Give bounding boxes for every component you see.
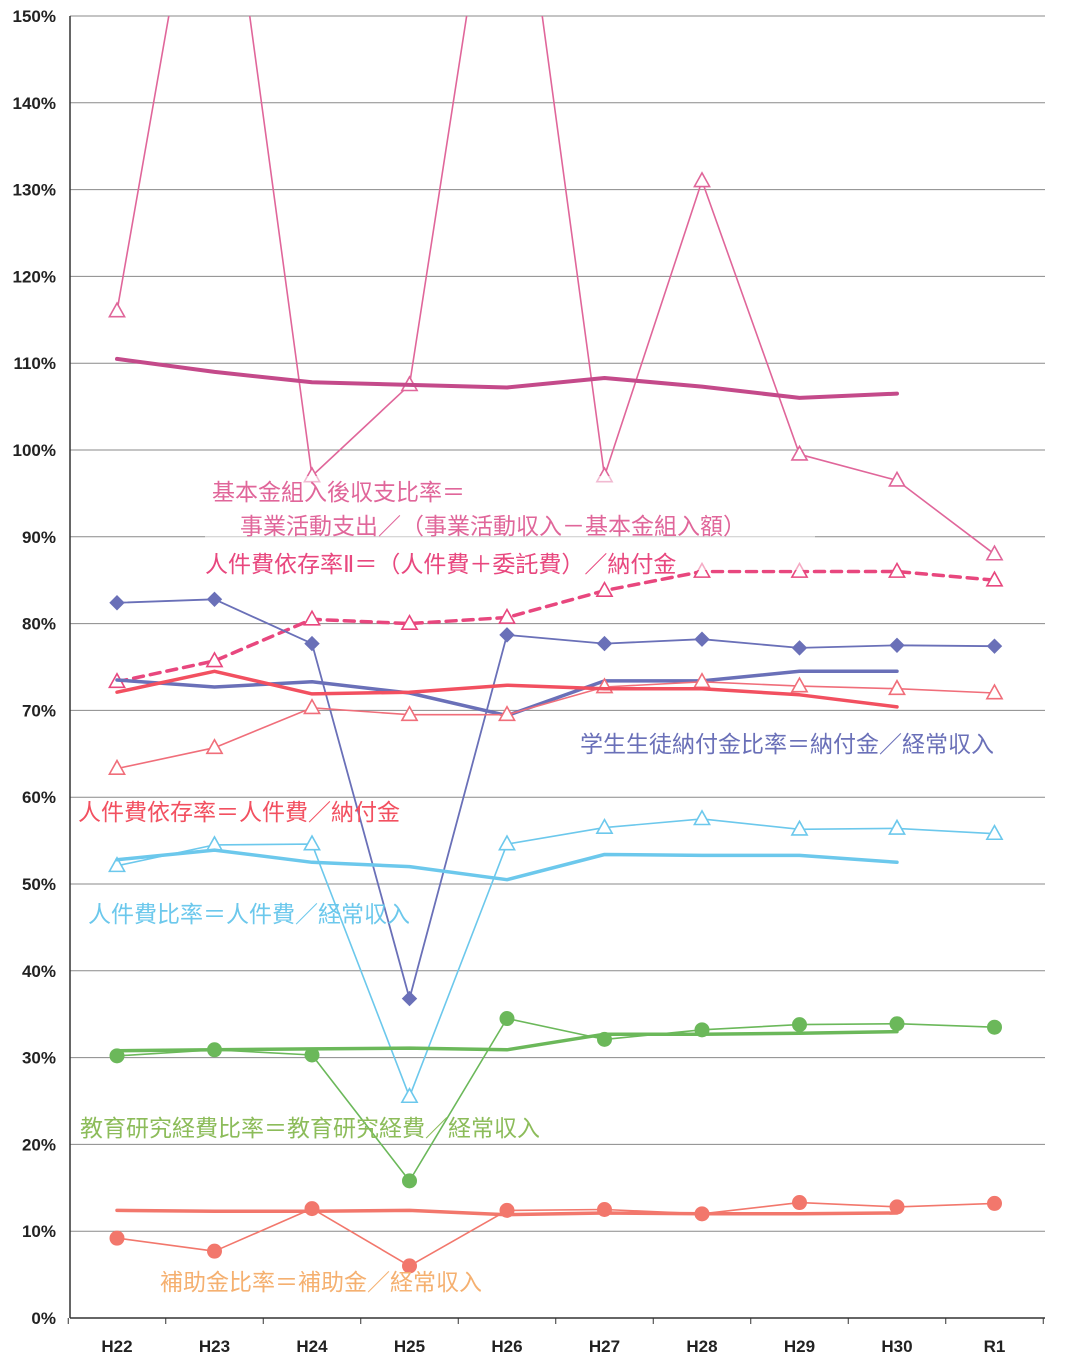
series-line: [117, 359, 897, 398]
data-point-triangle: [597, 583, 612, 597]
data-point-diamond: [695, 632, 709, 646]
series-0: [109, 0, 1002, 560]
data-point-circle: [110, 1231, 124, 1245]
series-line: [117, 572, 995, 682]
y-tick-label: 130%: [13, 181, 56, 200]
annotation-kihonkin-line2: 事業活動支出／（事業活動収入－基本金組入額）: [240, 514, 746, 540]
data-point-triangle: [987, 826, 1002, 840]
annotation-jinkenhi-hiritsu: 人件費比率＝人件費／経常収入: [88, 902, 410, 928]
x-tick-label: H29: [784, 1337, 815, 1356]
annotation-nofukin-hiritsu: 学生生徒納付金比率＝納付金／経常収入: [580, 732, 994, 758]
data-point-circle: [988, 1020, 1002, 1034]
data-point-circle: [403, 1174, 417, 1188]
data-point-triangle: [207, 740, 222, 754]
data-point-circle: [305, 1202, 319, 1216]
series-line: [117, 0, 995, 554]
series-layer: [109, 0, 1002, 1273]
y-tick-label: 120%: [13, 267, 56, 286]
annotation-kyoiku-kenkyu: 教育研究経費比率＝教育研究経費／経常収入: [80, 1116, 540, 1142]
data-point-triangle: [304, 700, 319, 714]
data-point-diamond: [208, 592, 222, 606]
data-point-triangle: [792, 678, 807, 692]
series-line: [117, 850, 897, 880]
data-point-circle: [988, 1196, 1002, 1210]
annotation-jinkenhi-izon-2: 人件費依存率Ⅱ＝（人件費＋委託費）／納付金: [205, 552, 676, 578]
y-tick-label: 90%: [22, 528, 56, 547]
series-8: [117, 850, 897, 880]
data-point-diamond: [598, 637, 612, 651]
y-tick-label: 40%: [22, 962, 56, 981]
y-tick-label: 20%: [22, 1135, 56, 1154]
data-point-circle: [793, 1196, 807, 1210]
series-10: [117, 1032, 897, 1051]
data-point-circle: [890, 1017, 904, 1031]
data-point-circle: [793, 1018, 807, 1032]
y-tick-label: 30%: [22, 1049, 56, 1068]
y-tick-label: 0%: [31, 1309, 56, 1328]
data-point-circle: [500, 1012, 514, 1026]
data-point-triangle: [792, 446, 807, 460]
data-point-diamond: [305, 637, 319, 651]
x-tick-label: H22: [101, 1337, 132, 1356]
y-tick-label: 10%: [22, 1222, 56, 1241]
x-tick-label: H26: [491, 1337, 522, 1356]
annotation-hojokin: 補助金比率＝補助金／経常収入: [160, 1270, 482, 1296]
series-11: [110, 1196, 1002, 1273]
y-tick-label: 100%: [13, 441, 56, 460]
annotation-jinkenhi-izon: 人件費依存率＝人件費／納付金: [78, 800, 400, 826]
x-tick-label: H30: [881, 1337, 912, 1356]
data-point-diamond: [988, 639, 1002, 653]
data-point-triangle: [402, 1089, 417, 1103]
y-tick-label: 140%: [13, 94, 56, 113]
data-point-triangle: [109, 303, 124, 317]
x-tick-label: H28: [686, 1337, 717, 1356]
series-2: [109, 564, 1002, 688]
data-point-diamond: [890, 638, 904, 652]
data-point-diamond: [110, 596, 124, 610]
y-tick-label: 60%: [22, 788, 56, 807]
x-tick-label: H23: [199, 1337, 230, 1356]
data-point-triangle: [694, 173, 709, 187]
series-3: [110, 592, 1002, 1005]
data-point-triangle: [987, 685, 1002, 699]
y-tick-label: 110%: [13, 354, 56, 373]
data-point-circle: [208, 1244, 222, 1258]
y-tick-label: 70%: [22, 701, 56, 720]
data-point-diamond: [403, 992, 417, 1006]
data-point-triangle: [304, 836, 319, 850]
x-tick-label: H27: [589, 1337, 620, 1356]
series-line: [117, 599, 995, 998]
series-5: [109, 674, 1002, 774]
y-tick-label: 50%: [22, 875, 56, 894]
data-point-diamond: [793, 641, 807, 655]
x-tick-label: H24: [296, 1337, 328, 1356]
y-tick-label: 80%: [22, 615, 56, 634]
series-line: [117, 671, 897, 707]
series-6: [117, 671, 897, 707]
x-tick-label: R1: [984, 1337, 1006, 1356]
series-line: [117, 1032, 897, 1051]
data-point-diamond: [500, 628, 514, 642]
y-tick-label: 150%: [13, 7, 56, 26]
series-1: [117, 359, 897, 398]
data-point-triangle: [694, 811, 709, 825]
data-point-triangle: [889, 820, 904, 834]
x-tick-label: H25: [394, 1337, 425, 1356]
annotation-kihonkin-line1: 基本金組入後収支比率＝: [212, 480, 465, 506]
data-point-triangle: [987, 546, 1002, 560]
data-point-triangle: [889, 681, 904, 695]
series-9: [110, 1012, 1002, 1188]
